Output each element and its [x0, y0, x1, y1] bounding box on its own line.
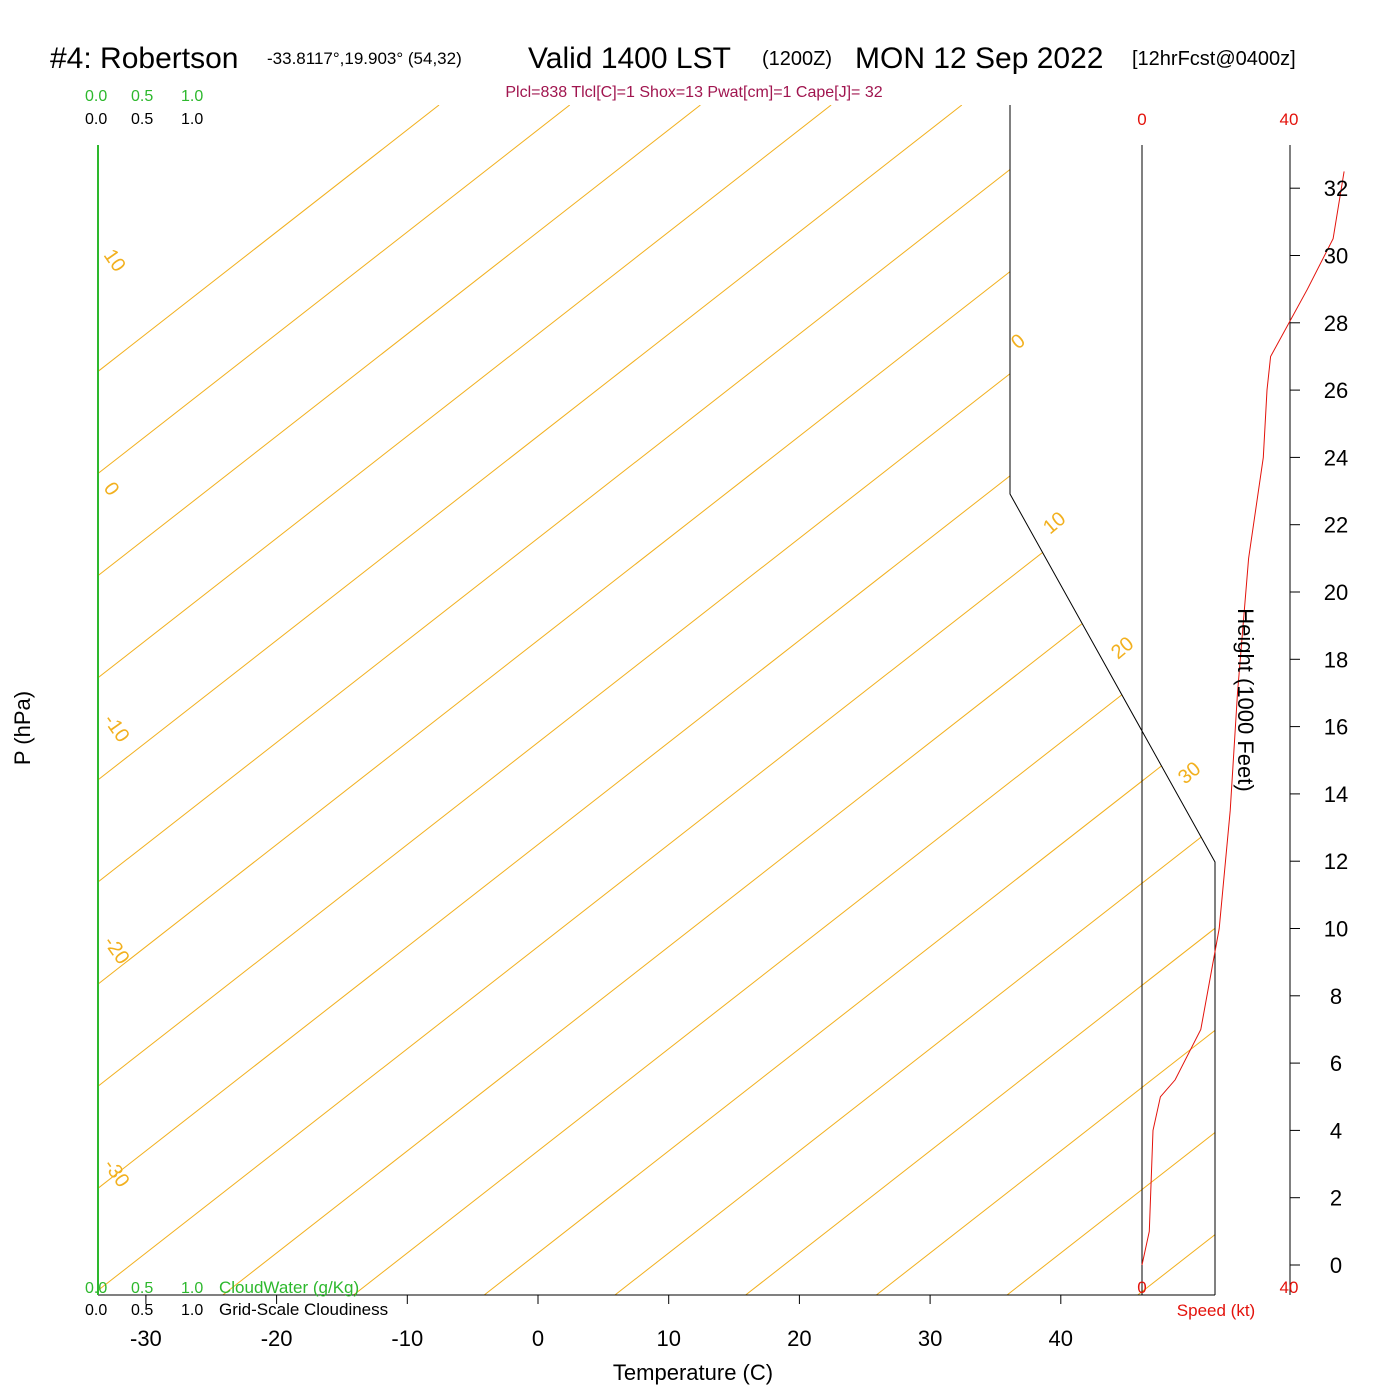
isotherm-line	[98, 105, 1093, 1295]
speed-axis-title: Speed (kt)	[1177, 1301, 1255, 1320]
isotherm-line	[98, 105, 701, 1295]
isotherm-line	[98, 105, 963, 1295]
stability-indices: Plcl=838 Tlcl[C]=1 Shox=13 Pwat[cm]=1 Ca…	[505, 84, 882, 101]
dry-adiabat-label: 30	[1174, 758, 1205, 789]
speed-tick-top: 40	[1280, 110, 1299, 129]
isotherm-line	[1137, 105, 1215, 1295]
height-tick-label: 0	[1330, 1253, 1342, 1278]
isotherm-line	[98, 105, 832, 1295]
cloudwater-tick-bottom-2: 1.0	[181, 1280, 203, 1297]
y-axis-title: P (hPa)	[10, 691, 35, 765]
cloudiness-tick-top-1: 0.5	[131, 111, 153, 128]
utc-time: (1200Z)	[762, 48, 832, 70]
isotherm-line	[98, 105, 440, 1295]
cloudiness-tick-bottom-0: 0.0	[85, 1302, 107, 1319]
height-tick-label: 4	[1330, 1118, 1342, 1143]
x-tick-label: 0	[532, 1326, 544, 1351]
isotherm-line	[98, 105, 571, 1295]
right-boundary-line	[1009, 105, 1216, 1295]
isotherm-line	[98, 105, 1215, 1295]
forecast-tag: [12hrFcst@0400z]	[1132, 48, 1296, 70]
x-tick-label: 20	[787, 1326, 811, 1351]
x-axis-title: Temperature (C)	[613, 1360, 773, 1385]
dry-adiabat-label: -30	[99, 1155, 134, 1191]
dry-adiabat-label: 20	[1107, 633, 1138, 664]
height-tick-label: 24	[1324, 445, 1348, 470]
cloudwater-tick-top-2: 1.0	[181, 88, 203, 105]
height-axis-title: Height (1000 Feet)	[1233, 608, 1258, 791]
height-tick-label: 30	[1324, 244, 1348, 269]
x-tick-label: 30	[918, 1326, 942, 1351]
cloudiness-label: Grid-Scale Cloudiness	[219, 1300, 388, 1319]
height-tick-label: 22	[1324, 513, 1348, 538]
dry-adiabat-label: 10	[99, 245, 130, 276]
height-tick-label: 14	[1324, 782, 1348, 807]
height-tick-label: 2	[1330, 1186, 1342, 1211]
thermo-grid	[98, 105, 1400, 1295]
cloudiness-tick-top-0: 0.0	[85, 111, 107, 128]
wind-panel	[1141, 145, 1345, 1295]
isotherm-line	[222, 105, 1215, 1295]
height-tick-label: 26	[1324, 378, 1348, 403]
isotherm-line	[614, 105, 1215, 1295]
isotherm-line	[98, 105, 1215, 1295]
plot-frame	[97, 105, 1216, 1304]
x-tick-label: -20	[261, 1326, 293, 1351]
station-title: #4: Robertson	[50, 42, 238, 75]
height-tick-label: 6	[1330, 1051, 1342, 1076]
station-coords: -33.8117°,19.903° (54,32)	[267, 49, 462, 68]
x-tick-label: -10	[391, 1326, 423, 1351]
x-tick-label: 10	[656, 1326, 680, 1351]
height-tick-label: 32	[1324, 176, 1348, 201]
isotherm-line	[745, 105, 1215, 1295]
isotherm-line	[1006, 105, 1215, 1295]
isotherm-line	[483, 105, 1215, 1295]
speed-tick-top: 0	[1137, 110, 1146, 129]
height-tick-label: 12	[1324, 849, 1348, 874]
height-tick-label: 28	[1324, 311, 1348, 336]
cloudwater-tick-top-1: 0.5	[131, 88, 153, 105]
cloudiness-tick-bottom-2: 1.0	[181, 1302, 203, 1319]
cloudwater-tick-bottom-0: 0.0	[85, 1280, 107, 1297]
dry-adiabat-label: 0	[99, 478, 123, 500]
isotherm-line	[98, 105, 1215, 1295]
height-tick-label: 8	[1330, 984, 1342, 1009]
x-tick-label: -30	[130, 1326, 162, 1351]
dry-adiabat-label: -20	[99, 932, 134, 968]
x-tick-label: 40	[1049, 1326, 1073, 1351]
height-tick-label: 16	[1324, 715, 1348, 740]
speed-tick-bottom: 40	[1280, 1278, 1299, 1297]
height-tick-label: 20	[1324, 580, 1348, 605]
height-tick-label: 18	[1324, 647, 1348, 672]
height-tick-label: 10	[1324, 917, 1348, 942]
cloudwater-tick-top-0: 0.0	[85, 88, 107, 105]
cloudiness-tick-bottom-1: 0.5	[131, 1302, 153, 1319]
cloudwater-label: CloudWater (g/Kg)	[219, 1278, 359, 1297]
dry-adiabat-label: 10	[1039, 508, 1070, 539]
isotherm-line	[98, 105, 1215, 1295]
cloudwater-tick-bottom-1: 0.5	[131, 1280, 153, 1297]
isotherm-line	[1268, 105, 1400, 1295]
isotherm-line	[876, 105, 1215, 1295]
dry-adiabat-label: -10	[99, 710, 134, 746]
isotherm-line	[353, 105, 1215, 1295]
valid-date: MON 12 Sep 2022	[855, 42, 1103, 75]
speed-tick-bottom: 0	[1137, 1278, 1146, 1297]
wind-speed-line	[1141, 171, 1345, 1266]
cloudiness-tick-top-2: 1.0	[181, 111, 203, 128]
valid-time: Valid 1400 LST	[528, 42, 731, 75]
